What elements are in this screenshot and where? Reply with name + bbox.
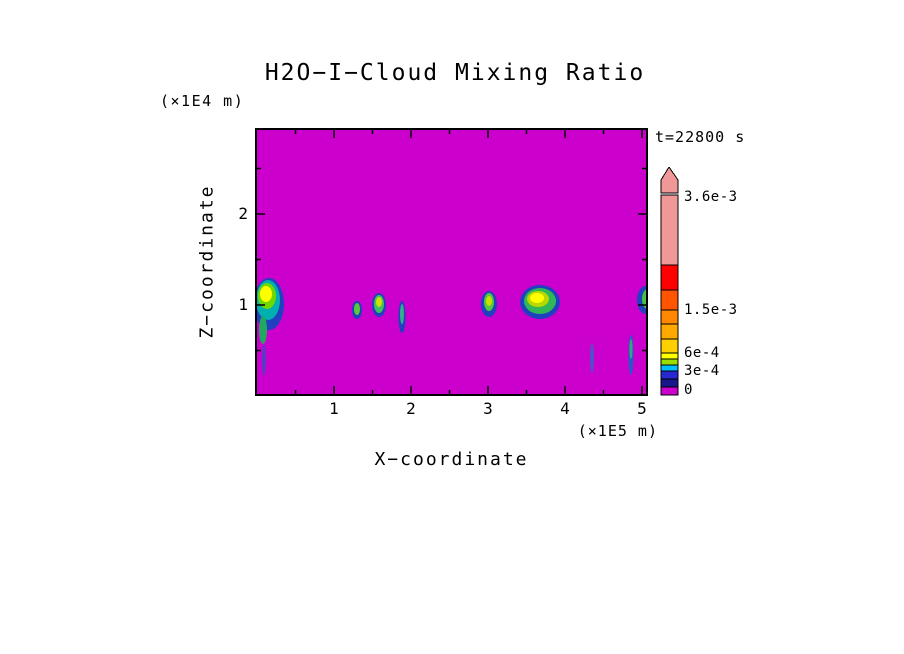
z-axis-label: Z−coordinate <box>196 184 218 339</box>
z-tick-label: 1 <box>238 295 248 314</box>
heatmap-canvas <box>257 130 646 394</box>
z-tick-label: 2 <box>238 204 248 223</box>
colorbar-segment <box>660 364 679 372</box>
cloud-feature <box>530 293 544 303</box>
x-tick-label: 5 <box>637 399 647 418</box>
colorbar-label: 0 <box>684 382 693 398</box>
colorbar-segment <box>660 370 679 380</box>
cloud-feature <box>486 296 492 306</box>
colorbar-label: 6e-4 <box>684 345 720 361</box>
colorbar <box>660 166 680 400</box>
colorbar-segment <box>660 386 679 396</box>
colorbar-swatches <box>660 166 679 396</box>
x-axis-unit: (×1E5 m) <box>577 422 658 440</box>
cloud-feature <box>642 289 646 309</box>
colorbar-overflow-arrow <box>660 166 679 194</box>
x-tick-label: 2 <box>406 399 416 418</box>
colorbar-label: 1.5e-3 <box>684 302 738 318</box>
cloud-feature <box>260 286 272 302</box>
cloud-feature <box>376 297 382 307</box>
colorbar-segment <box>660 358 679 366</box>
cloud-feature <box>400 304 404 324</box>
colorbar-segment <box>660 309 679 325</box>
x-tick-label: 4 <box>560 399 570 418</box>
time-annotation: t=22800 s <box>655 128 746 146</box>
colorbar-segment <box>660 289 679 311</box>
cloud-feature <box>259 316 267 344</box>
colorbar-segment <box>660 323 679 340</box>
colorbar-segment <box>660 264 679 291</box>
x-tick-label: 3 <box>483 399 493 418</box>
cloud-feature <box>590 343 594 373</box>
cloud-feature <box>262 344 266 376</box>
plot-area <box>255 128 648 396</box>
colorbar-label: 3.6e-3 <box>684 189 738 205</box>
z-axis-unit: (×1E4 m) <box>160 92 245 110</box>
colorbar-segment <box>660 378 679 388</box>
x-axis-label: X−coordinate <box>374 449 529 470</box>
colorbar-segment <box>660 194 679 266</box>
colorbar-label: 3e-4 <box>684 363 720 379</box>
cloud-feature <box>629 339 633 359</box>
colorbar-segment <box>660 338 679 354</box>
colorbar-segment <box>660 352 679 360</box>
x-tick-label: 1 <box>329 399 339 418</box>
chart-title: H2O−I−Cloud Mixing Ratio <box>264 60 646 86</box>
cloud-feature <box>354 303 360 315</box>
